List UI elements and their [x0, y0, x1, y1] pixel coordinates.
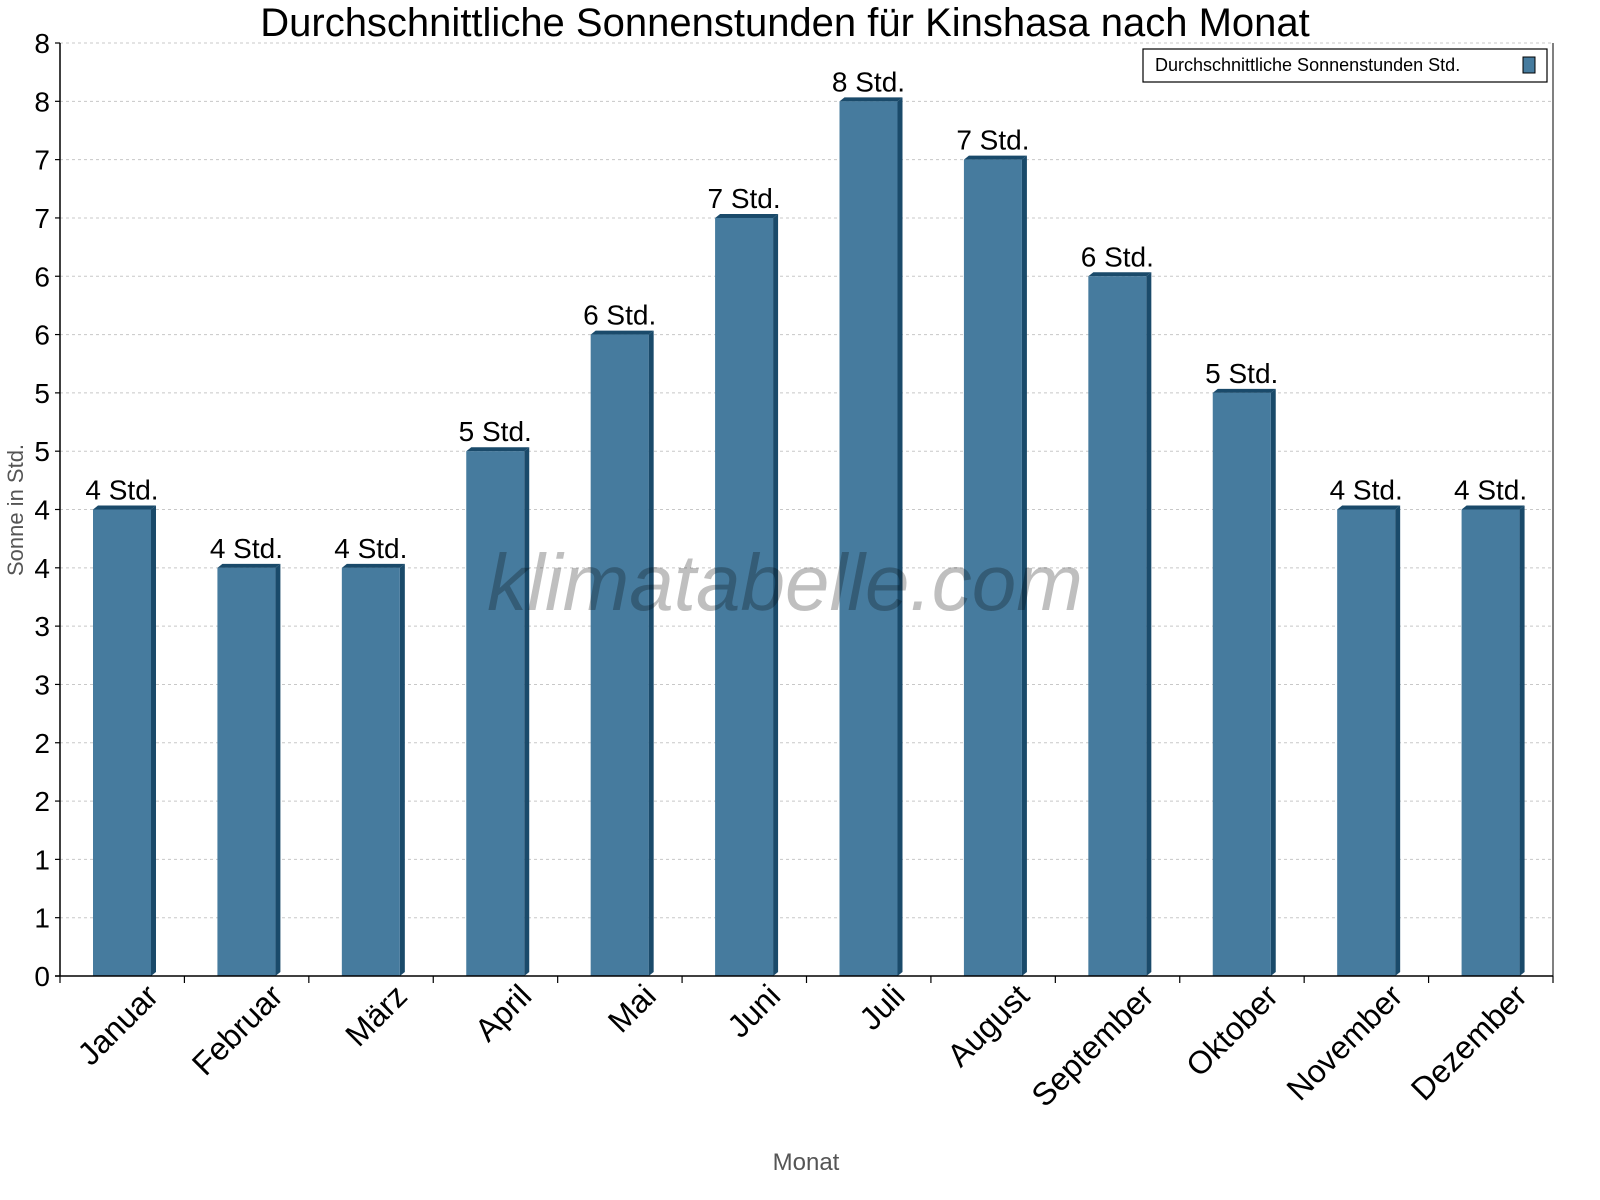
y-tick-label: 2: [34, 786, 50, 817]
bar-side: [1395, 505, 1401, 976]
y-tick-label: 6: [34, 320, 50, 351]
bar-top: [1088, 272, 1152, 277]
y-tick-label: 8: [34, 28, 50, 59]
y-tick-label: 1: [34, 844, 50, 875]
data-label: 4 Std.: [1454, 475, 1527, 506]
y-tick-label: 3: [34, 611, 50, 642]
x-axis-label: Monat: [773, 1149, 840, 1176]
bar-top: [715, 213, 779, 218]
bar-side: [151, 505, 156, 976]
y-tick-label: 1: [34, 903, 50, 934]
data-label: 4 Std.: [334, 533, 407, 564]
bar-side: [1021, 155, 1027, 976]
bar-side: [275, 563, 281, 976]
data-label: 4 Std.: [1330, 475, 1403, 506]
legend: Durchschnittliche Sonnenstunden Std.: [1142, 48, 1548, 83]
bar-side: [648, 330, 654, 976]
x-tick-label: März: [338, 977, 414, 1053]
bar-februar: [217, 567, 276, 976]
bar-side: [399, 563, 405, 976]
bar-top: [341, 563, 405, 568]
bar-side: [773, 213, 779, 976]
watermark: klimatabelle.com: [487, 538, 1083, 627]
data-label: 4 Std.: [210, 533, 283, 564]
y-tick-label: 7: [34, 145, 50, 176]
data-label: 5 Std.: [1205, 358, 1278, 389]
bar-top: [1212, 388, 1276, 393]
bar-november: [1337, 509, 1396, 976]
y-tick-label: 7: [34, 203, 50, 234]
y-axis-label: Sonne in Std.: [3, 444, 28, 576]
x-tick-label: November: [1279, 977, 1409, 1107]
x-tick-label: April: [468, 977, 539, 1048]
x-tick-label: Juni: [720, 977, 787, 1044]
bar-top: [963, 155, 1027, 160]
bar-side: [1270, 388, 1276, 976]
data-label: 7 Std.: [956, 125, 1029, 156]
bar-side: [1146, 272, 1152, 976]
bar-top: [93, 505, 156, 510]
y-tick-label: 5: [34, 436, 50, 467]
x-axis: Januar Februar März April Mai Juni Juli AugustS…: [59, 976, 1554, 1114]
y-tick-label: 6: [34, 261, 50, 292]
gridlines: [60, 42, 1553, 919]
bar-top: [217, 563, 281, 568]
y-tick-label: 3: [34, 669, 50, 700]
y-tick-label: 4: [34, 553, 50, 584]
x-tick-label: August: [940, 977, 1036, 1073]
bar-juli: [839, 101, 898, 976]
y-tick-label: 4: [34, 495, 50, 526]
x-tick-label: Januar: [71, 977, 166, 1072]
chart-title: Durchschnittliche Sonnenstunden für Kins…: [260, 1, 1310, 45]
y-tick-label: 5: [34, 378, 50, 409]
data-label: 6 Std.: [1081, 241, 1154, 272]
x-tick-label: Oktober: [1179, 977, 1285, 1083]
data-label: 8 Std.: [832, 66, 905, 97]
bars: 4 Std. 4 Std. 4 Std. 5 Std. 6 Std. 7 Std. 8 St…: [85, 66, 1527, 976]
bar-märz: [341, 567, 400, 976]
bar-top: [1337, 505, 1401, 510]
x-tick-label: September: [1024, 977, 1160, 1113]
x-tick-label: Mai: [601, 977, 663, 1039]
y-axis: 0 1 1 2 2 3 3 4 4 5 5 6 6 7 7 8 8: [34, 28, 60, 992]
data-label: 6 Std.: [583, 300, 656, 331]
legend-label: Durchschnittliche Sonnenstunden Std.: [1155, 55, 1460, 75]
data-label: 4 Std.: [85, 475, 158, 506]
data-label: 5 Std.: [459, 416, 532, 447]
legend-box: [1142, 48, 1548, 83]
data-label: 7 Std.: [707, 183, 780, 214]
bar-top: [839, 97, 903, 102]
x-tick-label: Februar: [185, 977, 290, 1082]
y-tick-label: 8: [34, 86, 50, 117]
bar-mai: [590, 334, 649, 976]
bar-januar: [93, 509, 151, 976]
bar-dezember: [1461, 509, 1520, 976]
bar-oktober: [1212, 392, 1271, 976]
bar-august: [963, 159, 1022, 976]
bar-side: [897, 97, 903, 976]
bar-top: [466, 447, 530, 452]
bar-september: [1088, 276, 1147, 976]
bar-juni: [715, 217, 774, 976]
bar-april: [466, 451, 525, 976]
y-tick-label: 0: [34, 961, 50, 992]
x-tick-label: Dezember: [1404, 977, 1534, 1107]
bar-side: [524, 447, 530, 976]
y-tick-label: 2: [34, 728, 50, 759]
legend-swatch: [1522, 56, 1536, 74]
bar-side: [1519, 505, 1525, 976]
bar-top: [1461, 505, 1525, 510]
x-tick-label: Juli: [852, 977, 911, 1036]
bar-top: [590, 330, 654, 335]
